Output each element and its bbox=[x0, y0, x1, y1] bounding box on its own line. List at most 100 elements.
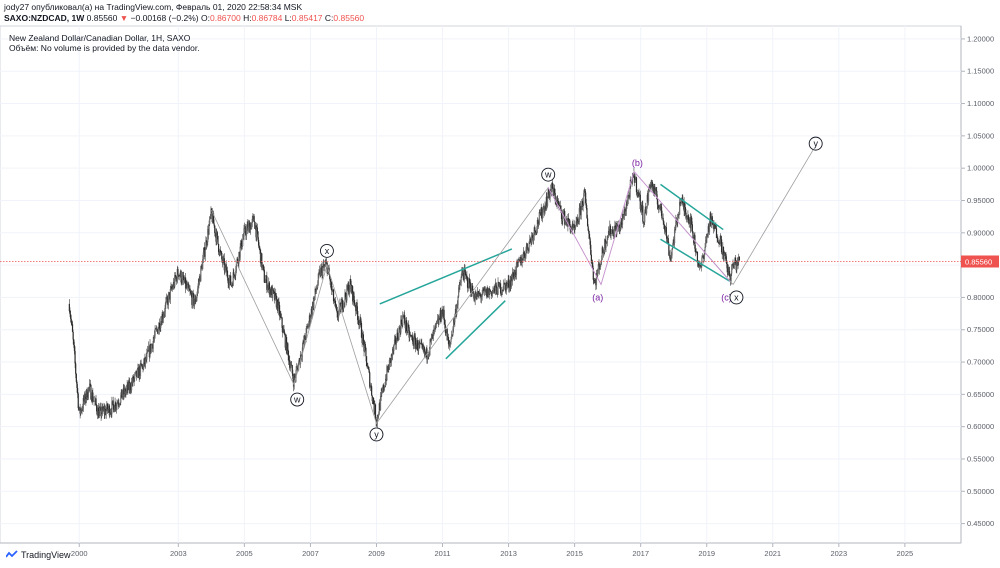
candle-body bbox=[92, 392, 94, 402]
candle-body bbox=[679, 201, 681, 215]
candle-body bbox=[621, 219, 623, 225]
candle-body bbox=[532, 235, 534, 241]
candle-body bbox=[298, 358, 300, 363]
candle-body bbox=[93, 400, 95, 402]
candle-body bbox=[184, 277, 187, 289]
candle-body bbox=[305, 328, 307, 340]
candle-body bbox=[471, 285, 473, 297]
candle-body bbox=[417, 350, 419, 351]
candle-body bbox=[454, 314, 456, 323]
candle-body bbox=[653, 186, 655, 194]
time-axis[interactable]: 2000 2003 2005 2007 2009 2011 2013 2015 2017 2019… bbox=[71, 543, 913, 558]
price-tick-label: 0.45000 bbox=[967, 519, 994, 528]
candle-body bbox=[287, 350, 290, 361]
candle-body bbox=[478, 293, 480, 297]
candle-body bbox=[509, 280, 511, 289]
candle-body bbox=[536, 220, 539, 230]
candle-body bbox=[698, 265, 700, 266]
candle-body bbox=[324, 264, 326, 267]
candle-body bbox=[567, 218, 570, 223]
candle-body bbox=[148, 346, 150, 352]
candle-body bbox=[251, 218, 253, 223]
candle-body bbox=[505, 284, 507, 292]
candle-body bbox=[594, 280, 596, 284]
time-tick-label: 2000 bbox=[71, 549, 88, 558]
candle-body bbox=[125, 388, 128, 392]
candle-body bbox=[379, 395, 382, 411]
candle-body bbox=[546, 197, 549, 206]
candle-body bbox=[278, 301, 280, 306]
candle-body bbox=[317, 284, 319, 288]
candle-body bbox=[488, 288, 490, 295]
candle-body bbox=[267, 285, 269, 288]
candle-body bbox=[289, 360, 291, 369]
candle-body bbox=[686, 217, 688, 219]
candle-body bbox=[491, 291, 493, 297]
down-arrow-icon: ▼ bbox=[119, 13, 129, 23]
candle-body bbox=[639, 194, 641, 210]
candle-body bbox=[219, 250, 222, 253]
candle-body bbox=[677, 214, 679, 223]
candle-body bbox=[250, 224, 252, 230]
candle-body bbox=[374, 404, 376, 412]
candle-body bbox=[470, 292, 472, 297]
current-price-label: 0.85560 bbox=[965, 257, 992, 266]
tradingview-brand[interactable]: TradingView bbox=[6, 550, 71, 560]
candle-body bbox=[266, 276, 268, 290]
candle-body bbox=[531, 235, 533, 236]
candle-body bbox=[136, 370, 138, 378]
price-tick-label: 0.70000 bbox=[967, 358, 994, 367]
candle-body bbox=[614, 225, 617, 228]
candle-body bbox=[518, 259, 520, 260]
candle-body bbox=[437, 318, 439, 321]
candle-body bbox=[253, 216, 255, 222]
candle-body bbox=[121, 389, 123, 399]
candle-body bbox=[664, 229, 666, 231]
candle-body bbox=[561, 219, 563, 222]
candle-body bbox=[500, 292, 502, 294]
candle-body bbox=[341, 299, 344, 310]
candle-body bbox=[541, 214, 544, 219]
candle-body bbox=[592, 268, 594, 280]
candle-body bbox=[169, 289, 171, 300]
candle-body bbox=[152, 340, 154, 349]
candle-body bbox=[607, 231, 610, 236]
candle-body bbox=[90, 385, 92, 400]
candle-body bbox=[99, 406, 102, 408]
candle-body bbox=[112, 400, 114, 405]
candle-body bbox=[124, 388, 126, 395]
candle-body bbox=[552, 182, 554, 189]
candle-body bbox=[94, 400, 96, 402]
candle-body bbox=[386, 366, 389, 372]
candle-body bbox=[269, 288, 271, 295]
candle-body bbox=[486, 287, 488, 297]
candle-body bbox=[663, 224, 666, 230]
price-axis[interactable]: 1.20000 1.15000 1.10000 1.05000 1.00000 0.950… bbox=[961, 34, 994, 528]
candle-body bbox=[197, 283, 199, 289]
candle-body bbox=[343, 302, 345, 303]
candle-body bbox=[513, 276, 515, 280]
candle-body bbox=[734, 257, 737, 263]
open-value: 0.86700 bbox=[209, 13, 241, 23]
candle-body bbox=[133, 378, 135, 382]
candle-body bbox=[169, 292, 171, 300]
candle-body bbox=[111, 400, 114, 402]
candle-body bbox=[466, 277, 469, 288]
candle-body bbox=[492, 291, 494, 292]
candle-body bbox=[212, 213, 215, 224]
candle-body bbox=[487, 287, 489, 298]
candle-body bbox=[74, 351, 76, 364]
candle-body bbox=[265, 276, 267, 280]
candle-body bbox=[713, 223, 716, 230]
candle-body bbox=[408, 327, 410, 338]
candle-body bbox=[171, 287, 173, 290]
candle-body bbox=[221, 252, 223, 260]
candle-body bbox=[340, 303, 342, 312]
candle-body bbox=[286, 343, 288, 354]
candle-body bbox=[252, 216, 254, 219]
candle-body bbox=[604, 239, 606, 253]
candle-body bbox=[207, 229, 209, 243]
candle-body bbox=[511, 277, 513, 281]
candle-body bbox=[695, 251, 697, 253]
